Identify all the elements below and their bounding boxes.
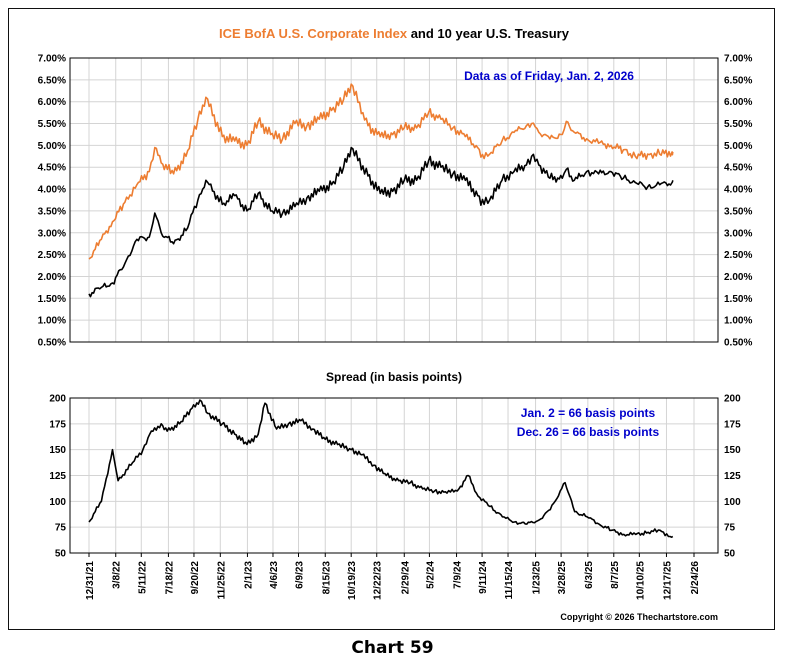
x-tick-label: 11/25/22 xyxy=(216,561,227,600)
spread-annotation-jan: Jan. 2 = 66 basis points xyxy=(521,406,656,420)
yield-panel-ytick-left: 2.50% xyxy=(38,250,66,261)
copyright-text: Copyright © 2026 Thechartstore.com xyxy=(560,612,718,622)
x-tick-label: 10/10/25 xyxy=(635,561,646,600)
spread-panel-series-line-0 xyxy=(88,399,674,539)
yield-panel-ytick-left: 5.00% xyxy=(38,141,66,152)
spread-panel-ytick-right: 175 xyxy=(724,419,741,430)
x-tick-label: 1/23/25 xyxy=(532,561,543,595)
x-tick-label: 7/9/24 xyxy=(453,561,464,589)
x-tick-label: 12/17/25 xyxy=(662,561,673,600)
x-tick-label: 7/18/22 xyxy=(164,561,175,595)
x-tick-label: 2/24/26 xyxy=(690,561,701,595)
yield-annotation: Data as of Friday, Jan. 2, 2026 xyxy=(464,69,634,83)
x-tick-label: 3/28/25 xyxy=(557,561,568,595)
x-tick-label: 9/11/24 xyxy=(478,561,489,594)
yield-panel-ytick-right: 3.50% xyxy=(724,206,752,217)
yield-panel-ytick-right: 2.00% xyxy=(724,272,752,283)
spread-panel-ytick-left: 75 xyxy=(55,523,67,534)
yield-panel-ytick-right: 7.00% xyxy=(724,54,752,65)
yield-panel-ytick-left: 7.00% xyxy=(38,54,66,65)
yield-panel-ytick-right: 1.00% xyxy=(724,316,752,327)
spread-annotation-dec: Dec. 26 = 66 basis points xyxy=(517,425,660,439)
yield-panel-ytick-right: 0.50% xyxy=(724,338,752,349)
yield-panel-series-line-1 xyxy=(88,146,674,298)
spread-panel-ytick-left: 50 xyxy=(55,549,67,560)
spread-panel-ytick-right: 200 xyxy=(724,394,741,405)
x-tick-label: 5/11/22 xyxy=(137,561,148,594)
x-tick-label: 5/2/24 xyxy=(425,561,436,589)
x-tick-label: 11/15/24 xyxy=(504,561,515,600)
x-tick-label: 2/29/24 xyxy=(400,561,411,595)
yield-panel-ytick-left: 4.50% xyxy=(38,163,66,174)
yield-panel-ytick-right: 4.50% xyxy=(724,163,752,174)
x-tick-label: 10/19/23 xyxy=(347,561,358,600)
yield-panel-ytick-left: 3.50% xyxy=(38,206,66,217)
spread-panel-ytick-left: 200 xyxy=(49,394,66,405)
chart-canvas: 0.50% 0.50% 1.00% 1.00% 1.50% 1.50% 2.00% 2.00%… xyxy=(38,26,753,622)
spread-panel-plot-border xyxy=(69,397,719,554)
yield-panel-ytick-right: 4.00% xyxy=(724,185,752,196)
yield-panel-ytick-left: 6.00% xyxy=(38,97,66,108)
x-tick-label: 12/22/23 xyxy=(373,561,384,600)
yield-panel-ytick-right: 6.50% xyxy=(724,75,752,86)
yield-panel-series-line-0 xyxy=(88,83,674,260)
x-tick-label: 3/8/22 xyxy=(112,561,123,589)
x-tick-label: 8/15/23 xyxy=(321,561,332,595)
yield-panel-ytick-right: 6.00% xyxy=(724,97,752,108)
yield-panel-ytick-right: 5.50% xyxy=(724,119,752,130)
yield-panel-ytick-left: 1.50% xyxy=(38,294,66,305)
yield-panel-ytick-left: 6.50% xyxy=(38,75,66,86)
yield-panel-ytick-right: 5.00% xyxy=(724,141,752,152)
yield-chart-title-part: ICE BofA U.S. Corporate Index xyxy=(219,26,408,41)
chart-caption: Chart 59 xyxy=(351,638,434,658)
yield-panel-ytick-right: 1.50% xyxy=(724,294,752,305)
spread-panel-ytick-right: 100 xyxy=(724,497,741,508)
yield-chart-title-part: and 10 year U.S. Treasury xyxy=(407,26,570,41)
spread-chart-title: Spread (in basis points) xyxy=(326,370,462,384)
yield-panel-ytick-left: 5.50% xyxy=(38,119,66,130)
spread-panel-ytick-right: 50 xyxy=(724,549,736,560)
x-tick-label: 12/31/21 xyxy=(85,561,96,600)
yield-panel-ytick-left: 0.50% xyxy=(38,338,66,349)
yield-panel-plot-area xyxy=(69,57,719,343)
yield-panel-ytick-left: 4.00% xyxy=(38,185,66,196)
spread-panel-ytick-right: 125 xyxy=(724,471,741,482)
x-tick-label: 9/20/22 xyxy=(190,561,201,595)
spread-panel-ytick-right: 75 xyxy=(724,523,736,534)
spread-panel-ytick-left: 125 xyxy=(49,471,66,482)
x-tick-label: 6/9/23 xyxy=(295,561,306,589)
spread-panel-ytick-left: 175 xyxy=(49,419,66,430)
yield-panel-ytick-left: 2.00% xyxy=(38,272,66,283)
spread-panel-ytick-left: 150 xyxy=(49,445,66,456)
spread-panel-ytick-right: 150 xyxy=(724,445,741,456)
yield-panel-ytick-left: 1.00% xyxy=(38,316,66,327)
x-tick-label: 6/3/25 xyxy=(584,561,595,589)
x-tick-label: 2/1/23 xyxy=(243,561,254,589)
yield-chart-title: ICE BofA U.S. Corporate Index and 10 yea… xyxy=(219,26,570,41)
x-tick-label: 4/6/23 xyxy=(269,561,280,589)
yield-panel-ytick-left: 3.00% xyxy=(38,228,66,239)
yield-panel-plot-border xyxy=(69,57,719,343)
x-tick-label: 8/7/25 xyxy=(610,561,621,589)
spread-panel-ytick-left: 100 xyxy=(49,497,66,508)
yield-panel-ytick-right: 3.00% xyxy=(724,228,752,239)
yield-panel-ytick-right: 2.50% xyxy=(724,250,752,261)
